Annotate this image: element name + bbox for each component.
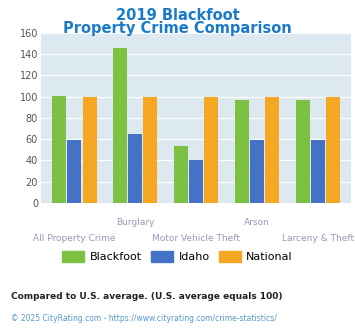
Text: All Property Crime: All Property Crime: [33, 234, 116, 243]
Bar: [143, 97, 158, 203]
Bar: [128, 134, 142, 203]
Bar: [113, 48, 127, 203]
Bar: [296, 100, 310, 203]
Bar: [67, 140, 81, 203]
Text: Arson: Arson: [244, 218, 270, 227]
Bar: [174, 146, 188, 203]
Text: © 2025 CityRating.com - https://www.cityrating.com/crime-statistics/: © 2025 CityRating.com - https://www.city…: [11, 314, 277, 323]
Text: Compared to U.S. average. (U.S. average equals 100): Compared to U.S. average. (U.S. average …: [11, 292, 282, 301]
Text: Larceny & Theft: Larceny & Theft: [282, 234, 354, 243]
Legend: Blackfoot, Idaho, National: Blackfoot, Idaho, National: [58, 247, 297, 267]
Bar: [189, 160, 203, 203]
Text: 2019 Blackfoot: 2019 Blackfoot: [116, 8, 239, 23]
Bar: [83, 97, 97, 203]
Bar: [52, 96, 66, 203]
Text: Burglary: Burglary: [116, 218, 154, 227]
Text: Motor Vehicle Theft: Motor Vehicle Theft: [152, 234, 240, 243]
Bar: [250, 140, 264, 203]
Text: Property Crime Comparison: Property Crime Comparison: [63, 21, 292, 36]
Bar: [265, 97, 279, 203]
Bar: [235, 100, 249, 203]
Bar: [204, 97, 218, 203]
Bar: [311, 140, 325, 203]
Bar: [326, 97, 340, 203]
